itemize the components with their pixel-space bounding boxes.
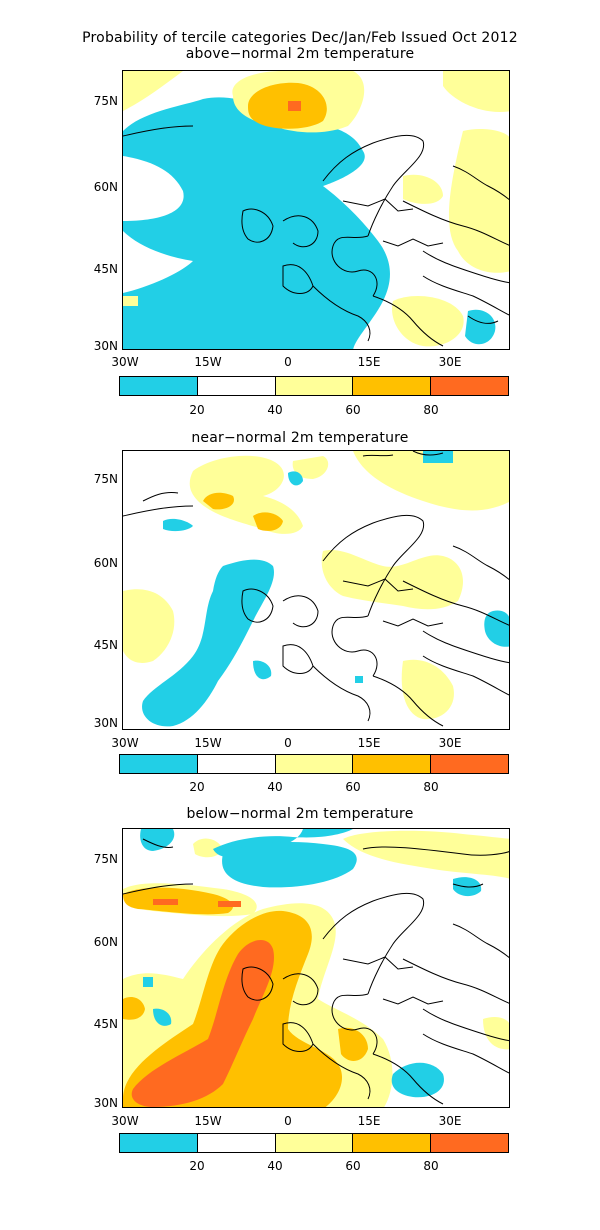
colorbar-label: 80 xyxy=(423,403,439,417)
colorbar-segment xyxy=(353,1134,432,1152)
lat-label: 30N xyxy=(93,1096,118,1110)
lat-label: 60N xyxy=(93,556,118,570)
colorbar-segment xyxy=(275,755,354,773)
colorbar xyxy=(119,754,509,774)
colorbar-segment xyxy=(431,1134,508,1152)
colorbar-label: 80 xyxy=(423,1159,439,1173)
colorbar-segment xyxy=(431,377,508,395)
colorbar-segment xyxy=(120,755,198,773)
colorbar-label: 60 xyxy=(345,1159,361,1173)
colorbar xyxy=(119,1133,509,1153)
colorbar-segment xyxy=(353,755,432,773)
map-above-normal xyxy=(122,70,510,350)
colorbar-label: 20 xyxy=(189,403,205,417)
colorbar-segment xyxy=(197,1134,276,1152)
map-below-normal xyxy=(122,828,510,1108)
lat-label: 60N xyxy=(93,935,118,949)
lon-label: 15W xyxy=(194,736,222,750)
panel-subtitle: below−normal 2m temperature xyxy=(186,806,414,822)
colorbar-segment xyxy=(353,377,432,395)
lat-label: 45N xyxy=(93,262,118,276)
lon-label: 30W xyxy=(111,355,139,369)
colorbar-label: 60 xyxy=(345,780,361,794)
colorbar-segment xyxy=(120,377,198,395)
lon-label: 15W xyxy=(194,1114,222,1128)
colorbar-label: 60 xyxy=(345,403,361,417)
lon-label: 30W xyxy=(111,1114,139,1128)
lon-label: 15E xyxy=(357,1114,381,1128)
lon-label: 15W xyxy=(194,355,222,369)
colorbar-label: 80 xyxy=(423,780,439,794)
colorbar xyxy=(119,376,509,396)
lon-label: 30W xyxy=(111,736,139,750)
colorbar-segment xyxy=(275,377,354,395)
lon-label: 0 xyxy=(284,1114,292,1128)
lat-label: 45N xyxy=(93,638,118,652)
lon-label: 0 xyxy=(284,355,292,369)
lon-label: 0 xyxy=(284,736,292,750)
map-near-normal xyxy=(122,450,510,730)
colorbar-segment xyxy=(431,755,508,773)
lat-label: 30N xyxy=(93,339,118,353)
colorbar-label: 40 xyxy=(267,403,283,417)
colorbar-segment xyxy=(197,755,276,773)
lat-label: 75N xyxy=(93,472,118,486)
lat-label: 75N xyxy=(93,94,118,108)
colorbar-label: 20 xyxy=(189,780,205,794)
colorbar-label: 20 xyxy=(189,1159,205,1173)
lon-label: 15E xyxy=(357,355,381,369)
lon-label: 30E xyxy=(438,1114,462,1128)
lon-label: 15E xyxy=(357,736,381,750)
cyan-region xyxy=(123,97,390,349)
panel-subtitle: near−normal 2m temperature xyxy=(191,430,409,446)
colorbar-segment xyxy=(275,1134,354,1152)
colorbar-segment xyxy=(120,1134,198,1152)
panel-subtitle: above−normal 2m temperature xyxy=(185,46,415,62)
colorbar-segment xyxy=(197,377,276,395)
lat-label: 60N xyxy=(93,180,118,194)
lat-label: 45N xyxy=(93,1017,118,1031)
figure-title: Probability of tercile categories Dec/Ja… xyxy=(82,30,518,46)
colorbar-label: 40 xyxy=(267,780,283,794)
lat-label: 30N xyxy=(93,716,118,730)
lat-label: 75N xyxy=(93,852,118,866)
lon-label: 30E xyxy=(438,355,462,369)
lon-label: 30E xyxy=(438,736,462,750)
colorbar-label: 40 xyxy=(267,1159,283,1173)
